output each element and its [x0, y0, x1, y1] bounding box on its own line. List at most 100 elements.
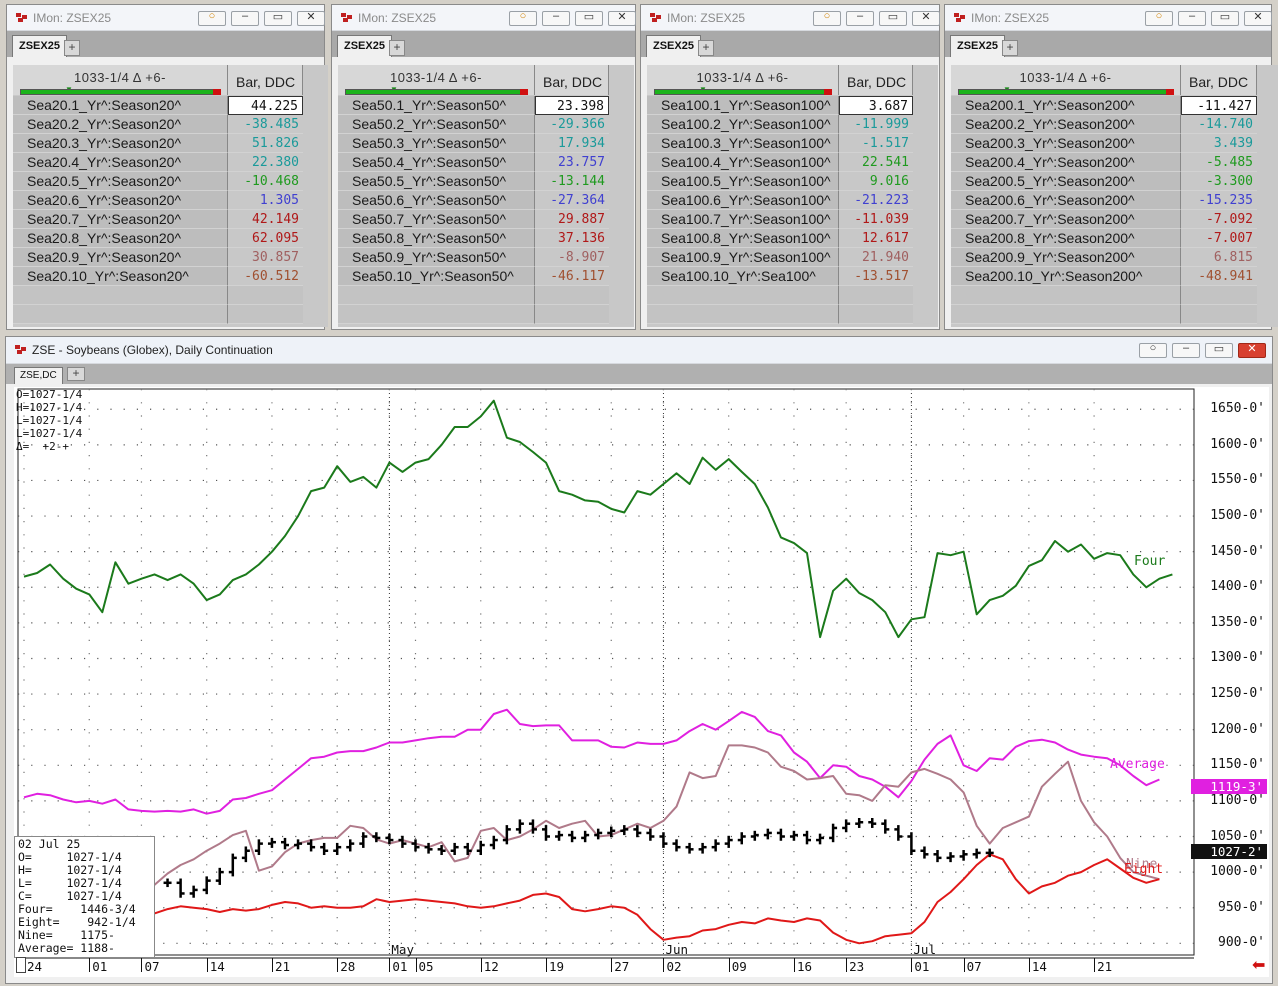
table-row[interactable] — [951, 286, 1257, 305]
symbol-value[interactable]: 12.617 — [839, 229, 913, 248]
symbol-value[interactable]: 37.136 — [535, 229, 609, 248]
symbol-value[interactable]: 22.380 — [228, 153, 303, 172]
table-row[interactable]: Sea200.10_Yr^:Season200^ -48.941 — [951, 267, 1257, 286]
tab-zsex25[interactable]: ZSEX25 — [646, 35, 701, 57]
table-row[interactable]: Sea200.5_Yr^:Season200^ -3.300 — [951, 172, 1257, 191]
monitor-titlebar[interactable]: IMon: ZSEX25 ○ – ▭ ✕ — [945, 5, 1272, 31]
table-row[interactable]: Sea100.6_Yr^:Season100^ -21.223 — [647, 191, 913, 210]
symbol-value[interactable]: -15.235 — [1181, 191, 1257, 210]
table-row[interactable] — [338, 305, 609, 324]
table-row[interactable] — [13, 286, 303, 305]
table-row[interactable]: Sea100.4_Yr^:Season100^ 22.541 — [647, 153, 913, 172]
table-row[interactable]: Sea50.3_Yr^:Season50^ 17.934 — [338, 134, 609, 153]
table-row[interactable]: Sea100.3_Yr^:Season100^ -1.517 — [647, 134, 913, 153]
symbol-value[interactable]: 30.857 — [228, 248, 303, 267]
table-row[interactable] — [647, 305, 913, 324]
symbol-value[interactable]: 21.940 — [839, 248, 913, 267]
symbol-value[interactable]: -29.366 — [535, 115, 609, 134]
table-row[interactable]: Sea20.5_Yr^:Season20^ -10.468 — [13, 172, 303, 191]
symbol-value[interactable]: 3.439 — [1181, 134, 1257, 153]
tab-zsex25[interactable]: ZSEX25 — [337, 35, 392, 57]
table-row[interactable]: Sea20.3_Yr^:Season20^ 51.826 — [13, 134, 303, 153]
table-row[interactable]: Sea200.3_Yr^:Season200^ 3.439 — [951, 134, 1257, 153]
table-row[interactable]: Sea100.5_Yr^:Season100^ 9.016 — [647, 172, 913, 191]
symbol-value[interactable]: 9.016 — [839, 172, 913, 191]
symbol-value[interactable]: -27.364 — [535, 191, 609, 210]
symbol-value[interactable]: -14.740 — [1181, 115, 1257, 134]
table-row[interactable]: Sea50.6_Yr^:Season50^ -27.364 — [338, 191, 609, 210]
minimize-button[interactable]: – — [542, 10, 570, 26]
table-row[interactable]: Sea200.9_Yr^:Season200^ 6.815 — [951, 248, 1257, 267]
symbol-value[interactable]: 6.815 — [1181, 248, 1257, 267]
table-row[interactable]: Sea100.8_Yr^:Season100^ 12.617 — [647, 229, 913, 248]
table-row[interactable]: Sea100.10_Yr^:Sea100^ -13.517 — [647, 267, 913, 286]
symbol-value[interactable]: -8.907 — [535, 248, 609, 267]
table-row[interactable]: Sea200.1_Yr^:Season200^ -11.427 — [951, 96, 1257, 115]
symbol-value[interactable]: -11.427 — [1181, 96, 1257, 115]
symbol-value[interactable]: 44.225 — [228, 96, 303, 115]
symbol-value[interactable]: -5.485 — [1181, 153, 1257, 172]
scroll-left-handle[interactable] — [16, 957, 26, 973]
minimize-button[interactable]: – — [1178, 10, 1206, 26]
chart-plot-area[interactable]: O=1027-1/4 H=1027-1/4 L=1027-1/4 L=1027-… — [14, 387, 1269, 977]
table-row[interactable]: Sea20.4_Yr^:Season20^ 22.380 — [13, 153, 303, 172]
table-row[interactable]: Sea20.9_Yr^:Season20^ 30.857 — [13, 248, 303, 267]
maximize-button[interactable]: ▭ — [1211, 11, 1239, 26]
tab-zse-dc[interactable]: ZSE,DC — [14, 367, 63, 384]
table-row[interactable]: Sea100.7_Yr^:Season100^ -11.039 — [647, 210, 913, 229]
add-tab-button[interactable]: + — [64, 40, 80, 56]
table-row[interactable]: Sea20.6_Yr^:Season20^ 1.305 — [13, 191, 303, 210]
table-row[interactable]: Sea20.2_Yr^:Season20^ -38.485 — [13, 115, 303, 134]
tab-zsex25[interactable]: ZSEX25 — [950, 35, 1005, 57]
table-row[interactable]: Sea50.8_Yr^:Season50^ 37.136 — [338, 229, 609, 248]
table-row[interactable]: Sea50.1_Yr^:Season50^ 23.398 — [338, 96, 609, 115]
symbol-value[interactable]: 29.887 — [535, 210, 609, 229]
symbol-value[interactable]: 62.095 — [228, 229, 303, 248]
link-button[interactable]: ○ — [509, 10, 537, 26]
table-row[interactable]: Sea50.5_Yr^:Season50^ -13.144 — [338, 172, 609, 191]
symbol-value[interactable]: 51.826 — [228, 134, 303, 153]
symbol-value[interactable]: 23.757 — [535, 153, 609, 172]
tab-zsex25[interactable]: ZSEX25 — [12, 35, 67, 57]
close-button[interactable]: ✕ — [297, 11, 325, 26]
symbol-value[interactable]: -38.485 — [228, 115, 303, 134]
add-tab-button[interactable]: + — [67, 367, 85, 381]
symbol-value[interactable]: -13.144 — [535, 172, 609, 191]
minimize-button[interactable]: – — [1172, 342, 1200, 358]
table-row[interactable] — [647, 286, 913, 305]
symbol-value[interactable]: -10.468 — [228, 172, 303, 191]
table-row[interactable] — [951, 305, 1257, 324]
symbol-value[interactable]: -21.223 — [839, 191, 913, 210]
symbol-value[interactable]: -13.517 — [839, 267, 913, 286]
table-row[interactable]: Sea100.9_Yr^:Season100^ 21.940 — [647, 248, 913, 267]
link-button[interactable]: ○ — [198, 10, 226, 26]
table-row[interactable]: Sea50.10_Yr^:Season50^ -46.117 — [338, 267, 609, 286]
symbol-value[interactable]: -7.007 — [1181, 229, 1257, 248]
maximize-button[interactable]: ▭ — [1205, 343, 1233, 358]
table-row[interactable]: Sea200.2_Yr^:Season200^ -14.740 — [951, 115, 1257, 134]
table-row[interactable]: Sea20.10_Yr^:Season20^ -60.512 — [13, 267, 303, 286]
symbol-value[interactable]: -60.512 — [228, 267, 303, 286]
symbol-value[interactable]: 23.398 — [535, 96, 609, 115]
table-row[interactable]: Sea50.9_Yr^:Season50^ -8.907 — [338, 248, 609, 267]
close-button[interactable]: ✕ — [608, 11, 636, 26]
monitor-titlebar[interactable]: IMon: ZSEX25 ○ – ▭ ✕ — [7, 5, 325, 31]
minimize-button[interactable]: – — [231, 10, 259, 26]
add-tab-button[interactable]: + — [389, 40, 405, 56]
add-tab-button[interactable]: + — [698, 40, 714, 56]
table-row[interactable]: Sea100.1_Yr^:Season100^ 3.687 — [647, 96, 913, 115]
table-row[interactable]: Sea50.7_Yr^:Season50^ 29.887 — [338, 210, 609, 229]
close-button[interactable]: ✕ — [1238, 343, 1266, 358]
symbol-value[interactable]: -46.117 — [535, 267, 609, 286]
link-button[interactable]: ○ — [1145, 10, 1173, 26]
symbol-value[interactable]: -11.039 — [839, 210, 913, 229]
monitor-titlebar[interactable]: IMon: ZSEX25 ○ – ▭ ✕ — [332, 5, 636, 31]
price-chart[interactable] — [14, 387, 1269, 977]
link-button[interactable]: ○ — [813, 10, 841, 26]
table-row[interactable] — [13, 305, 303, 324]
symbol-value[interactable]: -7.092 — [1181, 210, 1257, 229]
close-button[interactable]: ✕ — [1244, 11, 1272, 26]
table-row[interactable]: Sea50.4_Yr^:Season50^ 23.757 — [338, 153, 609, 172]
close-button[interactable]: ✕ — [912, 11, 940, 26]
chart-titlebar[interactable]: ZSE - Soybeans (Globex), Daily Continuat… — [6, 337, 1272, 364]
